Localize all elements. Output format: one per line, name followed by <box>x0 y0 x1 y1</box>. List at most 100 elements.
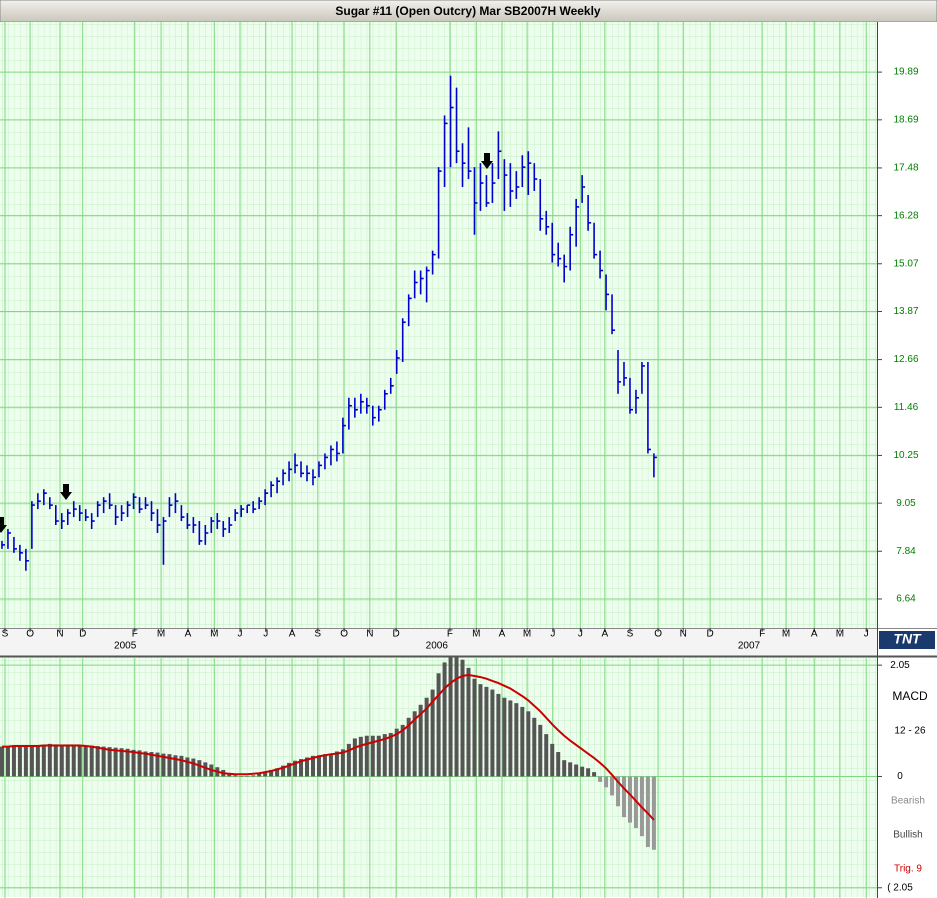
trigger-line <box>1 673 655 821</box>
macd-bar <box>251 775 256 777</box>
x-tick-label: S <box>314 629 321 640</box>
macd-params: 12 - 26 <box>894 726 926 737</box>
macd-grid <box>0 657 877 898</box>
x-tick-label: A <box>289 629 296 640</box>
macd-bar <box>490 689 495 777</box>
y-tick-label: 19.89 <box>893 67 918 78</box>
macd-bar <box>370 735 375 777</box>
macd-bar <box>478 684 483 777</box>
macd-bar <box>520 706 525 777</box>
y-tick-label: 15.07 <box>893 258 918 269</box>
macd-bar <box>263 772 268 777</box>
macd-bar <box>83 745 88 777</box>
macd-bar <box>275 768 280 777</box>
macd-bar <box>233 775 238 777</box>
macd-bar <box>334 751 339 777</box>
x-tick-label: A <box>185 629 192 640</box>
macd-bar <box>448 657 453 777</box>
x-tick-label: F <box>759 629 765 640</box>
macd-bar <box>322 754 327 777</box>
x-tick-label: A <box>499 629 506 640</box>
macd-bar <box>580 766 585 777</box>
logo-box <box>879 631 935 649</box>
macd-bar <box>65 744 70 777</box>
macd-bar <box>604 776 609 788</box>
x-tick-label: M <box>836 629 844 640</box>
macd-bar <box>472 678 477 777</box>
macd-bar <box>394 728 399 777</box>
macd-bar <box>287 762 292 777</box>
x-tick-label: N <box>366 629 373 640</box>
macd-bar <box>508 700 513 777</box>
macd-bar <box>460 659 465 777</box>
x-tick-label: F <box>132 629 138 640</box>
macd-bar <box>538 724 543 777</box>
macd-bar <box>622 776 627 818</box>
macd-bar <box>155 752 160 777</box>
macd-bar <box>143 751 148 777</box>
macd-bar <box>41 744 46 777</box>
macd-bar <box>532 717 537 777</box>
macd-bar <box>484 686 489 777</box>
macd-bar <box>430 689 435 777</box>
signal-arrow <box>481 153 493 169</box>
macd-bar <box>412 711 417 777</box>
y-tick-label: 7.84 <box>896 546 916 557</box>
x-tick-label: M <box>523 629 531 640</box>
macd-bar <box>645 776 650 848</box>
y-tick-label: 9.05 <box>896 498 916 509</box>
y-tick-label: 13.87 <box>893 306 918 317</box>
macd-bar <box>0 746 4 777</box>
macd-bar <box>544 734 549 777</box>
x-tick-label: N <box>56 629 63 640</box>
macd-bar <box>299 759 304 777</box>
y-tick-label: 0 <box>897 771 903 782</box>
macd-label: MACD <box>892 689 928 703</box>
macd-bar <box>227 773 232 777</box>
macd-bar <box>23 746 28 777</box>
macd-bar <box>526 711 531 777</box>
year-label: 2007 <box>738 641 761 652</box>
macd-bar <box>388 733 393 777</box>
axis-labels: 6.64 7.84 9.05 10.25 11.46 12.66 13.87 15.07 16.… <box>2 67 919 894</box>
macd-bar <box>310 755 315 777</box>
macd-bar <box>627 776 632 823</box>
y-tick-label: 17.48 <box>893 163 918 174</box>
macd-bar <box>616 776 621 807</box>
macd-bar <box>29 746 34 777</box>
signal-arrow <box>60 484 72 500</box>
bullish-label: Bullish <box>893 830 922 841</box>
macd-bar <box>376 735 381 777</box>
macd-bar <box>592 772 597 777</box>
x-tick-label: J <box>578 629 583 640</box>
macd-bar <box>5 746 10 777</box>
macd-bar <box>167 754 172 777</box>
macd-bar <box>113 747 118 777</box>
date-axis-strip <box>0 628 877 656</box>
macd-bar <box>11 746 16 777</box>
macd-bar <box>406 717 411 777</box>
macd-bar <box>89 745 94 777</box>
macd-bar <box>185 757 190 777</box>
macd-bar <box>47 743 52 777</box>
macd-bar <box>239 776 244 777</box>
trigger-label: Trig. 9 <box>894 864 922 875</box>
x-tick-label: J <box>263 629 268 640</box>
macd-bar <box>562 760 567 777</box>
y-tick-label: 16.28 <box>893 210 918 221</box>
macd-bar <box>17 746 22 777</box>
macd-bars <box>0 657 656 850</box>
macd-bar <box>197 760 202 777</box>
macd-bar <box>424 697 429 777</box>
x-tick-label: J <box>550 629 555 640</box>
macd-bar <box>514 703 519 777</box>
macd-bar <box>442 662 447 777</box>
macd-bar <box>245 775 250 777</box>
year-label: 2005 <box>114 641 137 652</box>
macd-bar <box>598 776 603 782</box>
macd-bar <box>556 752 561 777</box>
macd-bar <box>352 738 357 777</box>
price-bars <box>1 75 657 571</box>
macd-bar <box>53 744 58 777</box>
x-tick-label: M <box>210 629 218 640</box>
